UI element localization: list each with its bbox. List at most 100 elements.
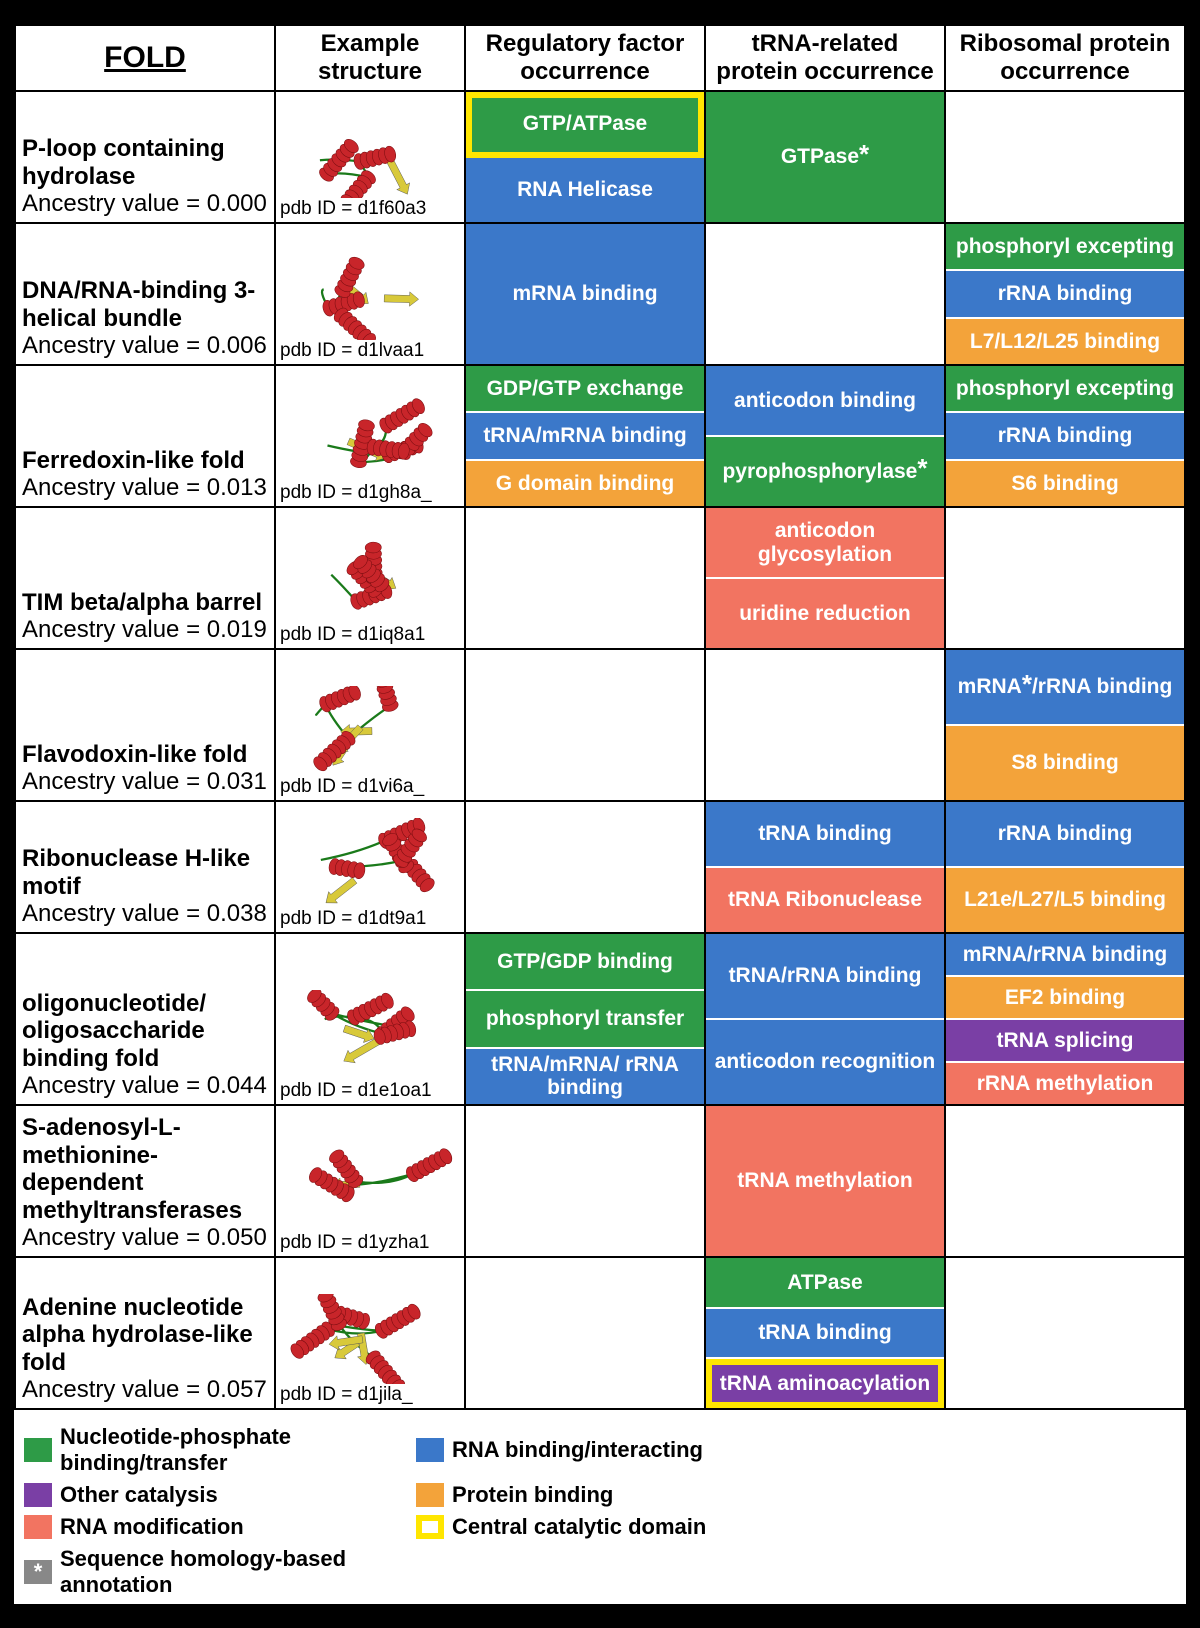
occurrence-chip: ATPase	[706, 1258, 944, 1309]
occurrence-chip: rRNA binding	[946, 271, 1184, 318]
protein-ribbon-icon	[280, 392, 460, 482]
ancestry-value: Ancestry value = 0.044	[22, 1072, 268, 1100]
pdb-id: pdb ID = d1gh8a_	[280, 482, 460, 504]
occurrence-chip: mRNA*/rRNA binding	[946, 650, 1184, 726]
occurrence-chip: pyrophosphorylase*	[706, 437, 944, 506]
trna-cell: tRNA/rRNA bindinganticodon recognition	[705, 933, 945, 1105]
ancestry-value: Ancestry value = 0.057	[22, 1376, 268, 1404]
structure-cell: pdb ID = d1iq8a1	[275, 507, 465, 649]
fold-name: Ribonuclease H-like motif	[22, 845, 268, 900]
occurrence-chip: tRNA binding	[706, 1309, 944, 1360]
occurrence-chip: rRNA binding	[946, 413, 1184, 460]
pdb-id: pdb ID = d1iq8a1	[280, 624, 460, 646]
header-trna: tRNA-related protein occurrence	[705, 25, 945, 91]
legend-swatch	[416, 1483, 444, 1507]
structure-cell: pdb ID = d1lvaa1	[275, 223, 465, 365]
fold-name: Flavodoxin-like fold	[22, 741, 268, 769]
star-icon: *	[859, 140, 869, 169]
ribo-cell: phosphoryl exceptingrRNA bindingL7/L12/L…	[945, 223, 1185, 365]
reg-cell	[465, 1105, 705, 1257]
ribo-cell	[945, 1105, 1185, 1257]
occurrence-chip: anticodon binding	[706, 366, 944, 437]
protein-ribbon-icon	[280, 818, 460, 908]
trna-cell: ATPasetRNA bindingtRNA aminoacylation	[705, 1257, 945, 1409]
legend-label: Sequence homology-based annotation	[60, 1546, 404, 1598]
structure-cell: pdb ID = d1vi6a_	[275, 649, 465, 801]
fold-cell: Ribonuclease H-like motifAncestry value …	[15, 801, 275, 933]
protein-ribbon-icon	[280, 1294, 460, 1384]
reg-cell	[465, 801, 705, 933]
fold-cell: P-loop containing hydrolaseAncestry valu…	[15, 91, 275, 223]
ribo-cell: mRNA/rRNA bindingEF2 bindingtRNA splicin…	[945, 933, 1185, 1105]
trna-cell: GTPase*	[705, 91, 945, 223]
fold-name: DNA/RNA-binding 3-helical bundle	[22, 277, 268, 332]
legend-item: RNA modification	[24, 1514, 404, 1540]
header-fold: FOLD	[15, 25, 275, 91]
header-reg: Regulatory factor occurrence	[465, 25, 705, 91]
star-icon: *	[917, 454, 927, 483]
occurrence-chip: phosphoryl transfer	[466, 991, 704, 1048]
reg-cell	[465, 1257, 705, 1409]
occurrence-chip: uridine reduction	[706, 579, 944, 648]
legend-swatch: *	[24, 1560, 52, 1584]
occurrence-chip: phosphoryl excepting	[946, 224, 1184, 271]
reg-cell: GTP/ATPaseRNA Helicase	[465, 91, 705, 223]
trna-cell	[705, 649, 945, 801]
fold-cell: oligonucleotide/ oligosaccharide binding…	[15, 933, 275, 1105]
fold-table-panel: FOLD Example structure Regulatory factor…	[10, 20, 1190, 1608]
structure-cell: pdb ID = d1jila_	[275, 1257, 465, 1409]
structure-cell: pdb ID = d1yzha1	[275, 1105, 465, 1257]
ancestry-value: Ancestry value = 0.019	[22, 616, 268, 644]
legend-swatch	[24, 1483, 52, 1507]
legend-item: Central catalytic domain	[416, 1514, 796, 1540]
occurrence-chip: S8 binding	[946, 726, 1184, 800]
occurrence-chip: phosphoryl excepting	[946, 366, 1184, 413]
structure-cell: pdb ID = d1dt9a1	[275, 801, 465, 933]
ribo-cell: mRNA*/rRNA bindingS8 binding	[945, 649, 1185, 801]
ancestry-value: Ancestry value = 0.006	[22, 332, 268, 360]
ancestry-value: Ancestry value = 0.000	[22, 190, 268, 218]
legend-swatch	[416, 1515, 444, 1539]
ancestry-value: Ancestry value = 0.050	[22, 1224, 268, 1252]
fold-cell: Ferredoxin-like foldAncestry value = 0.0…	[15, 365, 275, 507]
legend-swatch	[24, 1438, 52, 1462]
trna-cell: tRNA methylation	[705, 1105, 945, 1257]
ancestry-value: Ancestry value = 0.038	[22, 900, 268, 928]
structure-cell: pdb ID = d1gh8a_	[275, 365, 465, 507]
occurrence-chip: rRNA methylation	[946, 1063, 1184, 1104]
pdb-id: pdb ID = d1dt9a1	[280, 908, 460, 930]
occurrence-chip: RNA Helicase	[466, 158, 704, 222]
occurrence-chip: tRNA aminoacylation	[706, 1359, 944, 1408]
legend-item: Protein binding	[416, 1482, 796, 1508]
pdb-id: pdb ID = d1yzha1	[280, 1232, 460, 1254]
legend-item: * Sequence homology-based annotation	[24, 1546, 404, 1598]
table-row: P-loop containing hydrolaseAncestry valu…	[15, 91, 1185, 223]
header-struct: Example structure	[275, 25, 465, 91]
occurrence-chip: tRNA splicing	[946, 1020, 1184, 1063]
pdb-id: pdb ID = d1jila_	[280, 1384, 460, 1406]
ancestry-value: Ancestry value = 0.031	[22, 768, 268, 796]
fold-cell: S-adenosyl-L-methionine-dependent methyl…	[15, 1105, 275, 1257]
occurrence-chip: tRNA Ribonuclease	[706, 868, 944, 932]
legend-swatch	[416, 1438, 444, 1462]
ribo-cell: rRNA bindingL21e/L27/L5 binding	[945, 801, 1185, 933]
structure-cell: pdb ID = d1e1oa1	[275, 933, 465, 1105]
pdb-id: pdb ID = d1lvaa1	[280, 340, 460, 362]
pdb-id: pdb ID = d1vi6a_	[280, 776, 460, 798]
occurrence-chip: GDP/GTP exchange	[466, 366, 704, 413]
legend-label: Central catalytic domain	[452, 1514, 706, 1540]
table-row: TIM beta/alpha barrelAncestry value = 0.…	[15, 507, 1185, 649]
fold-name: S-adenosyl-L-methionine-dependent methyl…	[22, 1114, 268, 1224]
occurrence-chip: GTP/ATPase	[466, 92, 704, 158]
table-row: Flavodoxin-like foldAncestry value = 0.0…	[15, 649, 1185, 801]
protein-ribbon-icon	[280, 990, 460, 1080]
legend-label: RNA modification	[60, 1514, 244, 1540]
occurrence-chip: rRNA binding	[946, 802, 1184, 868]
occurrence-chip: mRNA/rRNA binding	[946, 934, 1184, 977]
occurrence-chip: tRNA methylation	[706, 1106, 944, 1256]
table-row: DNA/RNA-binding 3-helical bundleAncestry…	[15, 223, 1185, 365]
ribo-cell: phosphoryl exceptingrRNA bindingS6 bindi…	[945, 365, 1185, 507]
fold-name: oligonucleotide/ oligosaccharide binding…	[22, 990, 268, 1073]
fold-table: FOLD Example structure Regulatory factor…	[14, 24, 1186, 1410]
occurrence-chip: S6 binding	[946, 461, 1184, 506]
